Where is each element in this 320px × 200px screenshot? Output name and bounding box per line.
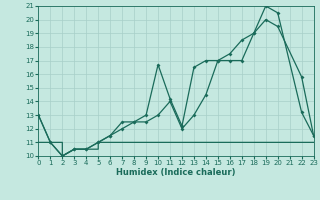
X-axis label: Humidex (Indice chaleur): Humidex (Indice chaleur)	[116, 168, 236, 177]
